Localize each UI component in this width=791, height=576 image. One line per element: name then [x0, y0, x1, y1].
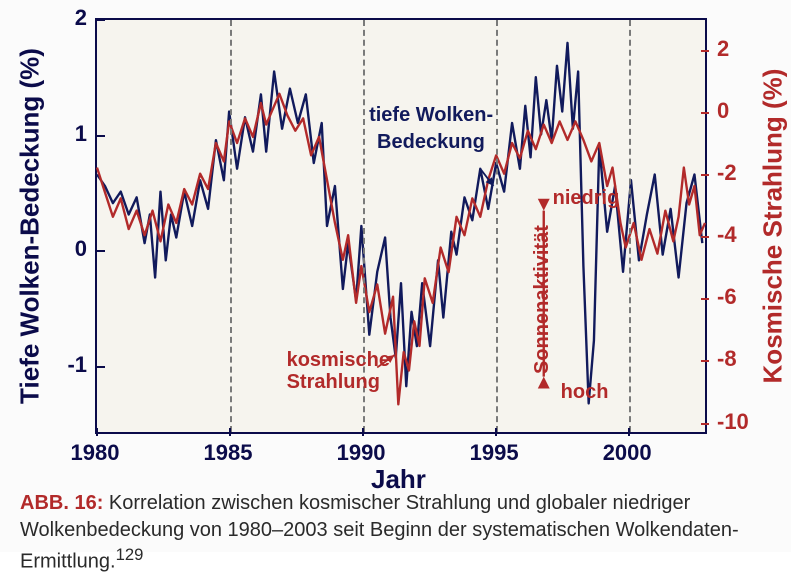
y-right-tick	[701, 360, 709, 362]
x-tick-label: 1990	[337, 440, 386, 466]
caption-superscript: 129	[116, 545, 144, 564]
y-right-tick-label: -4	[717, 222, 737, 248]
y-left-tick	[97, 250, 105, 252]
y-left-tick	[97, 19, 105, 21]
y-axis-left-label: Tiefe Wolken-Bedeckung (%)	[15, 48, 46, 404]
annotation-niedrig: niedrig	[553, 187, 620, 210]
y-right-tick	[701, 174, 709, 176]
y-left-tick	[97, 366, 105, 368]
y-right-tick	[701, 298, 709, 300]
y-right-tick	[701, 236, 709, 238]
y-right-tick-label: -2	[717, 160, 737, 186]
y-right-tick	[701, 50, 709, 52]
plot-area	[95, 18, 707, 434]
y-left-tick-label: 1	[55, 121, 87, 147]
annotation-sonnenaktivitaet: Sonnenaktivität	[531, 225, 554, 374]
y-left-tick-label: 2	[55, 5, 87, 31]
y-right-tick-label: 2	[717, 36, 729, 62]
y-axis-right-label: Kosmische Strahlung (%)	[758, 69, 789, 384]
series-tiefe_wolken	[97, 43, 702, 404]
y-right-tick-label: -8	[717, 346, 737, 372]
y-right-tick-label: -6	[717, 284, 737, 310]
gridline	[230, 20, 232, 432]
y-right-tick	[701, 423, 709, 425]
sonnen-arrow-head	[538, 199, 550, 211]
annotation-tiefe-wolken-line2: Bedeckung	[377, 131, 485, 154]
x-tick-label: 1995	[470, 440, 519, 466]
x-tick	[96, 428, 98, 436]
y-left-tick	[97, 135, 105, 137]
y-left-tick-label: -1	[55, 352, 87, 378]
y-right-tick-label: 0	[717, 98, 729, 124]
annotation-tiefe-wolken-line1: tiefe Wolken-	[369, 104, 493, 127]
y-right-tick	[701, 112, 709, 114]
annotation-kosmische-line1: kosmische	[287, 349, 390, 372]
y-left-tick-label: 0	[55, 236, 87, 262]
figure-container: Tiefe Wolken-Bedeckung (%) Kosmische Str…	[0, 0, 791, 552]
x-tick	[362, 428, 364, 436]
x-tick-label: 1980	[71, 440, 120, 466]
annotation-hoch: hoch	[561, 381, 609, 404]
x-tick	[495, 428, 497, 436]
sonnen-arrow-head	[538, 377, 550, 389]
gridline	[496, 20, 498, 432]
y-right-tick-label: -10	[717, 409, 749, 435]
x-tick	[628, 428, 630, 436]
x-tick	[229, 428, 231, 436]
figure-caption: ABB. 16: Korrelation zwischen kosmischer…	[20, 490, 772, 576]
line-series-svg	[97, 20, 705, 432]
x-tick-label: 1985	[204, 440, 253, 466]
caption-abb-label: ABB. 16:	[20, 492, 103, 514]
annotation-kosmische-line2: Strahlung	[287, 371, 380, 394]
x-tick-label: 2000	[603, 440, 652, 466]
gridline	[629, 20, 631, 432]
